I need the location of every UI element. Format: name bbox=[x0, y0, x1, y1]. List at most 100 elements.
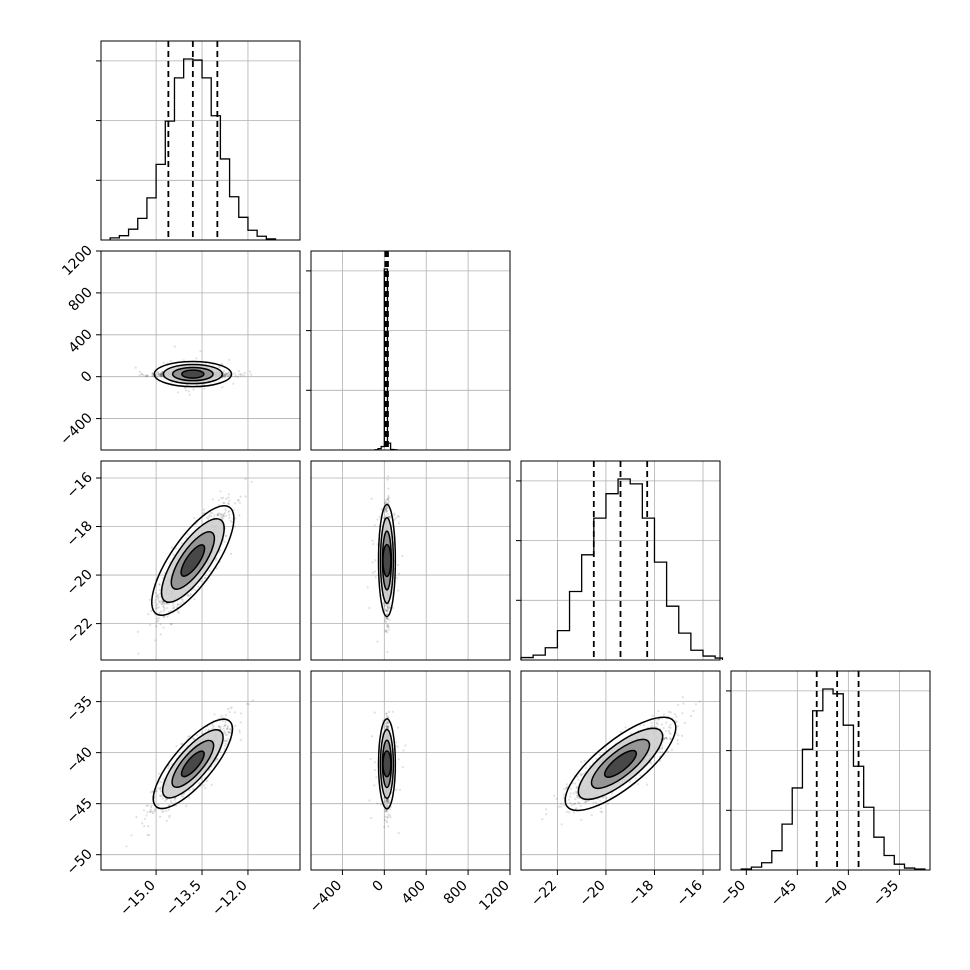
sample-point bbox=[234, 724, 237, 727]
sample-point bbox=[185, 389, 188, 392]
sample-point bbox=[234, 375, 237, 378]
sample-point bbox=[242, 374, 245, 377]
sample-point bbox=[159, 610, 162, 613]
sample-point bbox=[384, 619, 387, 622]
sample-point bbox=[227, 493, 230, 496]
sample-point bbox=[392, 607, 395, 610]
sample-point bbox=[221, 515, 224, 518]
sample-point bbox=[224, 731, 227, 734]
sample-point bbox=[398, 522, 401, 525]
sample-point bbox=[160, 790, 163, 793]
sample-point bbox=[228, 499, 231, 502]
sample-point bbox=[148, 598, 151, 601]
sample-point bbox=[225, 373, 228, 376]
sample-point bbox=[146, 374, 149, 377]
sample-point bbox=[176, 610, 180, 613]
sample-point bbox=[380, 508, 383, 511]
sample-point bbox=[237, 499, 240, 502]
sample-point bbox=[387, 512, 390, 516]
sample-point bbox=[226, 708, 229, 711]
sample-point bbox=[147, 804, 150, 807]
gridlines bbox=[101, 41, 300, 240]
sample-point bbox=[232, 382, 235, 385]
sample-point bbox=[192, 388, 195, 391]
sample-point bbox=[217, 514, 220, 517]
sample-point bbox=[161, 576, 165, 579]
sample-point bbox=[173, 798, 176, 801]
sample-point bbox=[222, 501, 225, 504]
sample-point bbox=[158, 583, 161, 586]
sample-point bbox=[161, 370, 164, 373]
sample-point bbox=[240, 374, 243, 377]
sample-point bbox=[398, 788, 401, 791]
sample-point bbox=[233, 525, 236, 528]
gridlines bbox=[311, 671, 511, 870]
sample-point bbox=[388, 814, 391, 817]
sample-point bbox=[203, 387, 206, 390]
sample-point bbox=[138, 374, 141, 377]
sample-point bbox=[237, 369, 240, 373]
sample-point bbox=[130, 834, 133, 837]
sample-point bbox=[233, 711, 236, 714]
histogram-step bbox=[109, 58, 277, 240]
sample-point bbox=[228, 510, 231, 513]
sample-point bbox=[186, 533, 189, 536]
sample-point bbox=[368, 799, 371, 802]
sample-point bbox=[143, 825, 146, 828]
sample-point bbox=[160, 373, 163, 376]
y-tick-label: −20 bbox=[64, 567, 96, 599]
sample-point bbox=[373, 711, 376, 714]
y-tick-label: −40 bbox=[64, 744, 96, 776]
sample-point bbox=[228, 513, 231, 516]
sample-point bbox=[387, 722, 390, 725]
sample-point bbox=[371, 735, 374, 738]
sample-point bbox=[212, 725, 215, 728]
sample-point bbox=[228, 373, 231, 376]
sample-point bbox=[220, 362, 224, 365]
sample-point bbox=[387, 799, 390, 802]
sample-point bbox=[228, 711, 231, 714]
sample-point bbox=[208, 514, 211, 517]
sample-point bbox=[155, 625, 158, 628]
sample-point bbox=[229, 707, 232, 710]
sample-point bbox=[228, 516, 231, 519]
sample-point bbox=[224, 714, 228, 717]
y-tick-label: −45 bbox=[64, 795, 96, 827]
sample-point bbox=[215, 557, 218, 560]
sample-point bbox=[172, 602, 175, 605]
sample-point bbox=[384, 810, 387, 813]
sample-point bbox=[217, 514, 220, 517]
sample-point bbox=[387, 497, 390, 500]
sample-point bbox=[145, 814, 148, 817]
sample-point bbox=[227, 496, 230, 499]
sample-point bbox=[227, 502, 231, 506]
sample-point bbox=[167, 767, 170, 770]
contour-line bbox=[153, 360, 233, 388]
sample-point bbox=[220, 496, 223, 500]
histogram-step bbox=[740, 688, 926, 870]
y-tick-label: 1200 bbox=[59, 243, 96, 280]
sample-point bbox=[209, 512, 212, 515]
sample-point bbox=[397, 572, 401, 575]
sample-point bbox=[165, 809, 168, 812]
sample-point bbox=[563, 788, 566, 791]
sample-point bbox=[243, 371, 246, 375]
sample-point bbox=[384, 514, 387, 517]
sample-point bbox=[162, 610, 165, 613]
sample-point bbox=[572, 811, 576, 814]
sample-point bbox=[217, 725, 220, 728]
sample-point bbox=[575, 807, 578, 810]
sample-point bbox=[402, 749, 405, 752]
sample-point bbox=[395, 576, 398, 579]
sample-point bbox=[168, 814, 171, 817]
y-tick-label: 800 bbox=[66, 284, 96, 314]
sample-point bbox=[237, 499, 240, 502]
sample-point bbox=[393, 518, 396, 521]
sample-point bbox=[213, 514, 216, 517]
sample-point bbox=[138, 370, 142, 373]
sample-point bbox=[368, 606, 371, 610]
gridlines bbox=[311, 461, 511, 660]
sample-point bbox=[395, 788, 398, 791]
sample-point bbox=[159, 623, 162, 626]
sample-point bbox=[181, 542, 184, 545]
